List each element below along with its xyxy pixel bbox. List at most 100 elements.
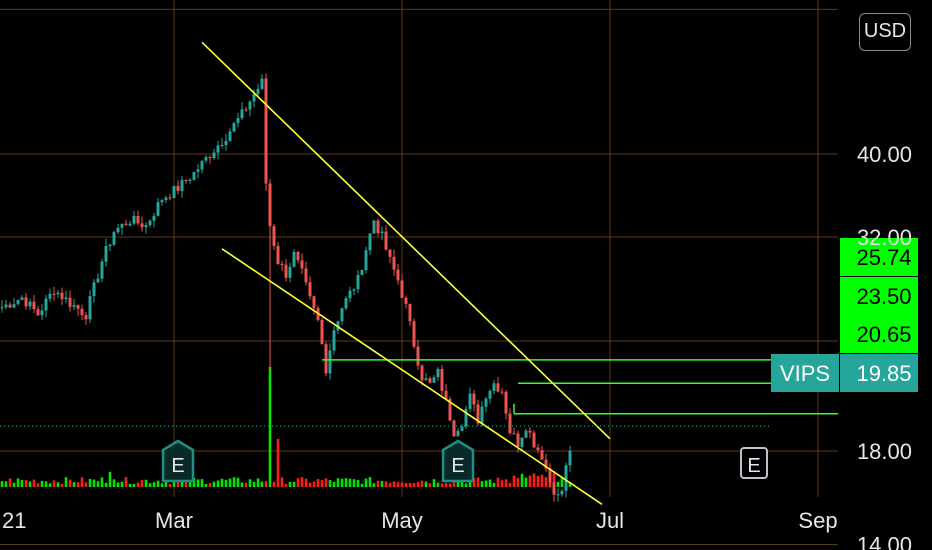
currency-button[interactable]: USD <box>859 13 911 51</box>
candle <box>320 318 324 345</box>
earnings-marker-label: E <box>171 455 184 477</box>
candle <box>96 273 100 283</box>
volume-bar <box>20 479 24 487</box>
volume-bar <box>92 479 96 487</box>
candle <box>368 233 372 256</box>
trendline[interactable] <box>201 41 611 440</box>
candle <box>400 273 404 298</box>
candle-body <box>20 297 24 301</box>
volume-bar <box>72 482 76 487</box>
earnings-marker-shape <box>441 439 475 483</box>
volume-bar <box>284 483 288 487</box>
candle-body <box>548 468 552 483</box>
candle <box>292 249 296 268</box>
candle-body <box>368 233 372 251</box>
trendlines[interactable] <box>201 41 611 505</box>
candle <box>116 223 120 235</box>
candle <box>344 295 348 311</box>
candle-body <box>176 185 180 191</box>
volume-bar <box>540 474 544 487</box>
candle-body <box>340 308 344 322</box>
earnings-marker[interactable]: E <box>740 447 768 479</box>
volume-bar <box>0 481 4 487</box>
time-axis[interactable]: 21 Mar May Jul Sep <box>2 508 838 533</box>
candle-body <box>404 297 408 304</box>
candle <box>464 405 468 429</box>
candle <box>412 318 416 349</box>
candle <box>124 219 128 226</box>
volume-bar <box>500 480 504 487</box>
candle-body <box>64 297 68 300</box>
candle <box>276 241 280 265</box>
candle-body <box>140 223 144 228</box>
volume-bar <box>388 482 392 487</box>
candle <box>428 376 432 384</box>
earnings-marker-shape <box>161 439 195 483</box>
candle-body <box>224 140 228 145</box>
volume-bar <box>472 478 476 487</box>
volume-bar <box>220 478 224 487</box>
candle-body <box>280 263 284 265</box>
candle-body <box>384 231 388 250</box>
x-tick-label: Jul <box>596 508 624 533</box>
candle-body <box>36 309 40 316</box>
volume-bar <box>292 481 296 487</box>
volume-bar <box>188 481 192 487</box>
earnings-marker[interactable]: E <box>161 439 195 483</box>
volume-bar <box>44 481 48 487</box>
candle-body <box>512 433 516 435</box>
volume-bar <box>180 479 184 487</box>
candle-body <box>396 269 400 281</box>
candle <box>544 453 548 472</box>
candle <box>444 383 448 400</box>
candle-body <box>4 304 8 308</box>
candle-body <box>120 223 124 228</box>
candle <box>0 300 4 313</box>
volume-bar <box>128 483 132 487</box>
candle-body <box>372 220 376 234</box>
last-price-label-bg <box>840 354 918 392</box>
volume-bar <box>420 480 424 487</box>
candle <box>360 269 364 276</box>
candle-body <box>164 197 168 201</box>
candle <box>48 288 52 303</box>
candle <box>216 140 220 160</box>
volume-bar <box>176 479 180 487</box>
volume-bar <box>444 482 448 487</box>
earnings-marker-label: E <box>451 455 464 477</box>
volume-bar <box>244 482 248 487</box>
price-axis[interactable]: 40.00 32.00 18.00 14.00 VIPS 19.85 <box>771 142 918 550</box>
candle <box>540 446 544 460</box>
trendline[interactable] <box>221 248 603 505</box>
volume-bar <box>404 482 408 487</box>
candle <box>228 128 232 142</box>
candle <box>12 297 16 309</box>
candle <box>76 304 80 317</box>
volume-bar <box>32 479 36 487</box>
candle-body <box>44 298 48 311</box>
volume-bar <box>448 483 452 487</box>
candle <box>204 154 208 164</box>
volume-bar <box>320 480 324 487</box>
candle-body <box>148 220 152 226</box>
volume-bar <box>232 477 236 487</box>
volume-bar <box>28 481 32 487</box>
volume-bar <box>560 476 564 487</box>
volume-bar <box>192 477 196 487</box>
candle <box>120 223 124 236</box>
candle-body <box>504 391 508 414</box>
candle <box>248 100 252 117</box>
volume-bar <box>64 477 68 487</box>
candle <box>504 390 508 420</box>
level-price-label-bg <box>840 277 918 315</box>
candle-body <box>352 289 356 291</box>
candle <box>324 341 328 376</box>
earnings-marker[interactable]: E <box>441 439 475 483</box>
volume-bar <box>68 479 72 487</box>
candle <box>232 121 236 133</box>
candle-body <box>492 383 496 391</box>
volume-bar <box>172 480 176 487</box>
candle <box>84 312 88 325</box>
